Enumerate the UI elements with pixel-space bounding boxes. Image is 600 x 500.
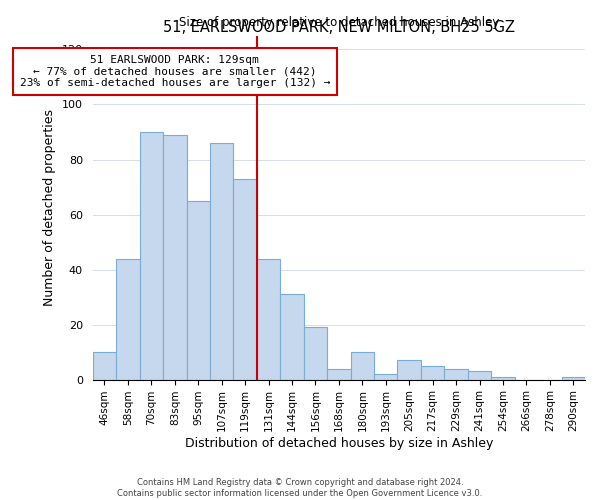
Y-axis label: Number of detached properties: Number of detached properties [43,109,56,306]
Bar [350,352,374,380]
Bar [140,132,163,380]
Bar [491,377,515,380]
Bar [233,179,257,380]
Text: 51 EARLSWOOD PARK: 129sqm
← 77% of detached houses are smaller (442)
23% of semi: 51 EARLSWOOD PARK: 129sqm ← 77% of detac… [20,55,330,88]
Bar [421,366,445,380]
Bar [187,201,210,380]
Bar [163,134,187,380]
X-axis label: Distribution of detached houses by size in Ashley: Distribution of detached houses by size … [185,437,493,450]
Bar [116,258,140,380]
Bar [562,377,585,380]
Bar [257,258,280,380]
Text: Contains HM Land Registry data © Crown copyright and database right 2024.
Contai: Contains HM Land Registry data © Crown c… [118,478,482,498]
Bar [93,352,116,380]
Bar [327,368,350,380]
Text: Size of property relative to detached houses in Ashley: Size of property relative to detached ho… [179,16,499,29]
Bar [304,328,327,380]
Bar [374,374,397,380]
Bar [445,368,468,380]
Bar [397,360,421,380]
Bar [210,143,233,380]
Bar [468,372,491,380]
Bar [280,294,304,380]
Title: 51, EARLSWOOD PARK, NEW MILTON, BH25 5GZ: 51, EARLSWOOD PARK, NEW MILTON, BH25 5GZ [163,20,515,34]
